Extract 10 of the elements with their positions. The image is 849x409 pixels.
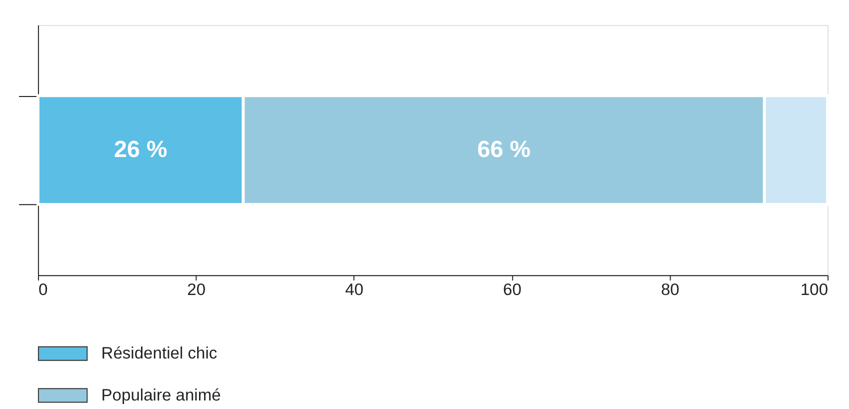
legend-label: Populaire animé (101, 385, 221, 404)
data-label: 26 % (114, 136, 168, 162)
legend-label: Résidentiel chic (101, 343, 218, 362)
x-tick-label: 100 (800, 280, 828, 300)
x-tick-label: 60 (503, 280, 522, 300)
x-tick-label: 80 (660, 280, 680, 300)
x-tick-label: 0 (38, 280, 48, 300)
x-tick-label: 20 (187, 280, 206, 300)
x-tick-label: 40 (345, 280, 364, 300)
data-label: 66 % (477, 136, 531, 162)
